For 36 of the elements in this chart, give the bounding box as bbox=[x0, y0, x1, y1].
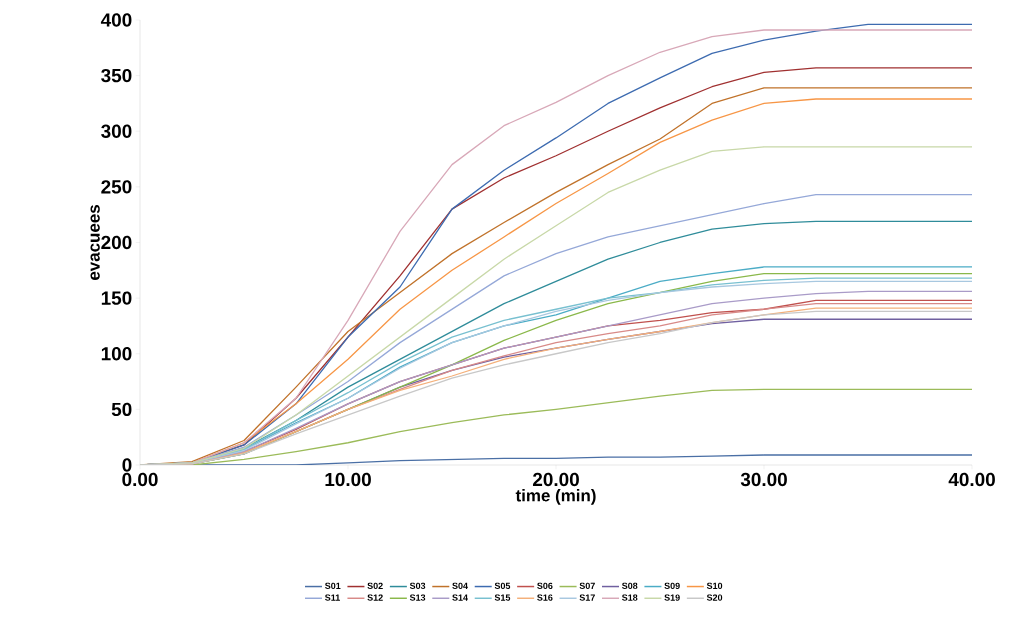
legend-label: S17 bbox=[579, 594, 595, 601]
legend-label: S09 bbox=[664, 582, 680, 590]
y-tick-label: 400 bbox=[100, 13, 132, 27]
legend-label: S11 bbox=[325, 594, 340, 601]
legend-label: S15 bbox=[494, 594, 511, 601]
legend-label: S06 bbox=[537, 582, 553, 590]
y-axis-title: evacuees bbox=[90, 205, 100, 280]
y-tick-label: 350 bbox=[101, 68, 132, 83]
x-tick-label: 30.00 bbox=[740, 472, 787, 487]
legend-label: S02 bbox=[367, 582, 383, 590]
y-tick-label: 250 bbox=[101, 180, 132, 194]
legend-label: S07 bbox=[579, 582, 595, 590]
legend-label: S18 bbox=[622, 594, 638, 601]
x-tick-label: 10.00 bbox=[325, 472, 371, 487]
y-tick-label: 50 bbox=[111, 402, 132, 417]
legend-label: S16 bbox=[537, 594, 553, 601]
legend-label: S04 bbox=[452, 582, 468, 590]
legend-label: S03 bbox=[409, 582, 426, 590]
y-tick-label: 200 bbox=[101, 235, 132, 250]
x-tick-label: 0.00 bbox=[122, 472, 158, 487]
x-tick-label: 20.00 bbox=[532, 472, 579, 487]
legend-label: S10 bbox=[706, 582, 723, 590]
legend-label: S01 bbox=[325, 582, 341, 590]
legend-label: S08 bbox=[622, 582, 638, 590]
y-tick-label: 300 bbox=[101, 124, 132, 138]
legend-label: S12 bbox=[367, 594, 383, 601]
y-tick-label: 0 bbox=[122, 458, 132, 472]
legend-label: S14 bbox=[452, 594, 468, 601]
y-tick-label: 100 bbox=[101, 347, 132, 361]
legend-label: S19 bbox=[664, 594, 680, 601]
x-axis-title: time (min) bbox=[515, 489, 596, 505]
legend-label: S13 bbox=[409, 594, 426, 601]
x-tick-label: 40.00 bbox=[948, 472, 995, 487]
legend-label: S05 bbox=[494, 582, 511, 590]
y-tick-label: 150 bbox=[101, 291, 132, 305]
legend-label: S20 bbox=[706, 594, 723, 601]
